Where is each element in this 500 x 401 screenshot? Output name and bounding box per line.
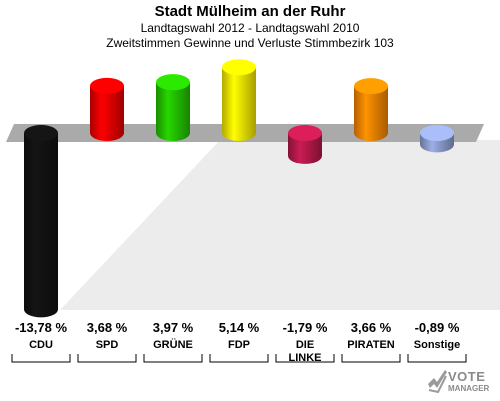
bar-bottom-6 (420, 136, 454, 153)
bar-bottom-3 (222, 125, 256, 141)
category-bracket-2 (143, 354, 203, 363)
category-bracket-5 (341, 354, 401, 363)
bar-top-3 (222, 59, 256, 76)
logo-text: VOTE (448, 369, 486, 384)
chart-title: Stadt Mülheim an der Ruhr (154, 3, 346, 20)
bar-bottom-1 (90, 125, 124, 141)
vote-manager-logo: VOTE MANAGER (426, 366, 498, 398)
logo-subtext: MANAGER (448, 384, 490, 393)
bar-top-6 (420, 125, 454, 141)
bar-top-1 (90, 77, 124, 94)
category-bracket-1 (77, 354, 137, 363)
chart-titles: Stadt Mülheim an der Ruhr Landtagswahl 2… (0, 3, 500, 51)
category-bracket-3 (209, 354, 269, 363)
bar-2 (156, 82, 190, 133)
bar-top-4 (288, 125, 322, 141)
category-bracket-0 (11, 354, 71, 363)
category-bracket-4 (275, 354, 335, 363)
chart-subtitle-2: Zweitstimmen Gewinne und Verluste Stimmb… (106, 36, 394, 50)
category-bracket-6 (407, 354, 467, 363)
bar-top-0 (24, 125, 58, 141)
bar-0 (24, 133, 58, 310)
bar-top-2 (156, 74, 190, 91)
chart-subtitle-1: Landtagswahl 2012 - Landtagswahl 2010 (140, 21, 360, 35)
bar-3 (222, 67, 256, 133)
bar-top-5 (354, 78, 388, 95)
bar-bottom-4 (288, 147, 322, 164)
bar-bottom-5 (354, 125, 388, 141)
logo-mark-icon (428, 370, 447, 394)
bar-bottom-0 (24, 301, 58, 318)
chart-floor (60, 140, 500, 310)
bar-bottom-2 (156, 125, 190, 141)
